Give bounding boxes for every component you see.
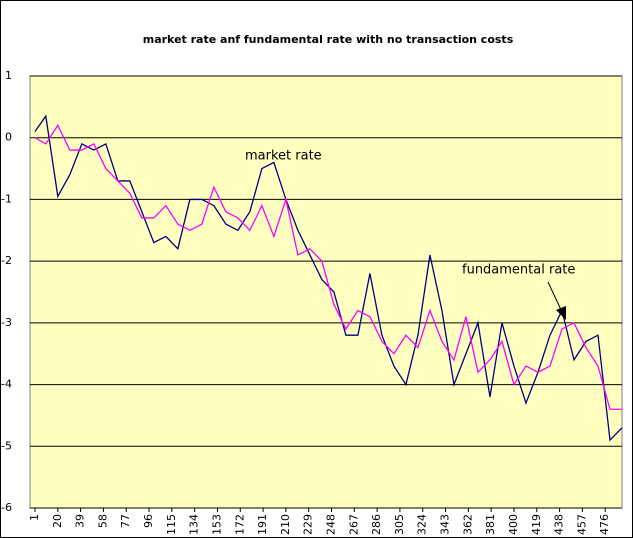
x-tick-label: 191 [256,514,269,535]
x-tick-label: 419 [530,514,543,535]
x-tick-label: 438 [553,514,566,535]
y-tick-label: 1 [5,69,12,82]
x-tick-label: 77 [119,514,132,528]
x-tick-label: 1 [28,514,41,521]
x-tick-label: 267 [347,514,360,535]
x-tick-label: 58 [96,514,109,528]
x-tick-label: 20 [51,514,64,528]
x-tick-label: 362 [461,514,474,535]
x-tick-label: 39 [74,514,87,528]
y-tick-label: -2 [1,254,12,267]
line-series [34,114,623,442]
x-tick-label: 153 [210,514,223,535]
x-tick-label: 381 [484,514,497,535]
annotation: market rate [245,149,322,164]
x-tick-label: 172 [233,514,246,535]
x-tick-label: 457 [575,514,588,535]
x-tick-label: 286 [370,514,383,535]
x-tick-label: 400 [507,514,520,535]
x-tick-label: 115 [165,514,178,535]
x-tick-label: 229 [302,514,315,535]
line-series [34,124,622,410]
arrow-head [556,306,566,320]
y-tick-label: -3 [1,316,12,329]
chart-title: market rate anf fundamental rate with no… [143,33,514,46]
x-tick-label: 305 [393,514,406,535]
x-tick-label: 210 [279,514,292,535]
x-tick-label: 248 [325,514,338,535]
y-tick-label: -4 [1,378,12,391]
x-tick-label: 134 [188,514,201,535]
y-tick-label: -6 [1,501,12,514]
x-tick-label: 324 [416,514,429,535]
y-tick-label: 0 [5,131,12,144]
x-tick-label: 343 [439,514,452,535]
x-tick-label: 96 [142,514,155,528]
y-tick-label: -5 [1,439,12,452]
plot-area [29,75,623,509]
x-tick-label: 476 [598,514,611,535]
annotation: fundamental rate [462,263,575,278]
y-tick-label: -1 [1,192,12,205]
